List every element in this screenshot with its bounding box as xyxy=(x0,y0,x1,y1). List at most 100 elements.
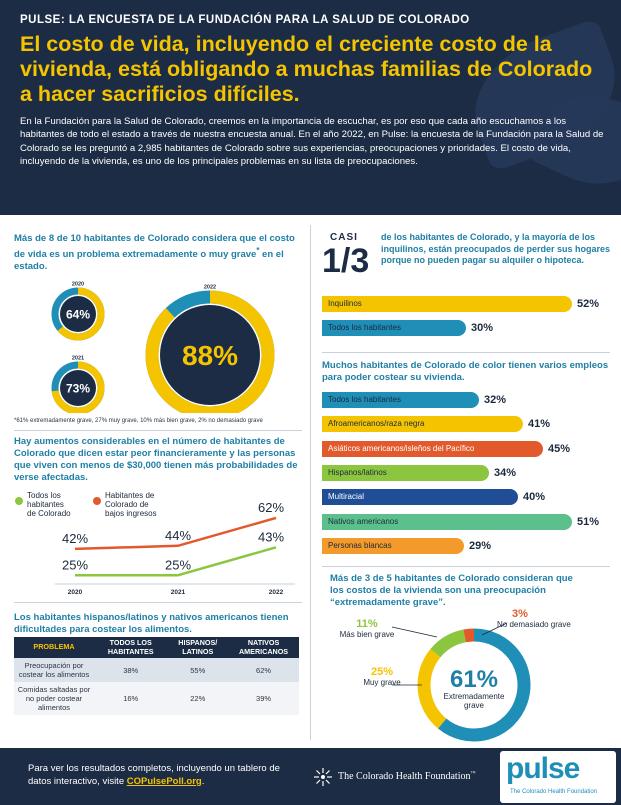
column-divider xyxy=(310,225,311,740)
bar: Todos los habitantes xyxy=(322,392,479,408)
line-low xyxy=(74,516,277,551)
donut-2021: 73% 2021 xyxy=(51,356,105,413)
income-chart: Todos los habitantes de Colorado Habitantes… xyxy=(15,491,295,596)
severity-slice-value: 3% xyxy=(512,608,528,620)
x-tick-label: 2021 xyxy=(171,589,186,596)
food-table: PROBLEMA TODOS LOS HABITANTES HISPANOS/ … xyxy=(14,637,299,715)
line-all xyxy=(75,546,277,577)
pulse-logo-word: pulse xyxy=(506,752,580,785)
footer: Para ver los resultados completos, inclu… xyxy=(0,748,621,805)
data-label-low: 42% xyxy=(62,531,88,546)
food-cell: 16% xyxy=(123,694,139,703)
severity-slice-value: 25% xyxy=(371,666,393,678)
food-cell: 55% xyxy=(190,665,206,675)
severity-main-value: 61% xyxy=(450,666,498,693)
section-rule xyxy=(322,566,610,567)
housing-big-fraction: 1/3 xyxy=(322,242,370,280)
food-header-problem: PROBLEMA xyxy=(33,642,75,652)
bar: Inquilinos xyxy=(322,296,572,312)
severity-leader-line xyxy=(481,622,508,636)
bar-value-label: 29% xyxy=(469,539,492,552)
pulse-logo: pulse The Colorado Health Foundation xyxy=(500,751,616,803)
severity-slice xyxy=(417,648,447,729)
housing-casi: CASI xyxy=(330,232,358,243)
table-row: Comidas saltadas por no poder costear al… xyxy=(14,682,299,715)
data-label-low: 44% xyxy=(165,528,191,543)
bar: Nativos americanos xyxy=(322,513,572,530)
severity-donut: 61%Extremadamente grave 25%Muy grave 11%Más… xyxy=(340,608,571,742)
severity-leader-line xyxy=(391,626,438,638)
severity-slice xyxy=(463,628,475,643)
severity-slice-value: 11% xyxy=(356,618,378,630)
headline: El costo de vida, incluyendo el crecient… xyxy=(20,32,593,106)
foundation-logo-icon xyxy=(312,766,334,788)
food-cell: 62% xyxy=(256,665,272,675)
donut-value-arc xyxy=(145,290,275,413)
data-label-low: 62% xyxy=(258,500,284,515)
legend-swatch-low xyxy=(93,497,101,505)
section-rule xyxy=(14,430,302,431)
donut-center xyxy=(160,305,260,405)
donut-value-arc xyxy=(57,287,105,341)
severity-title: Más de 3 de 5 habitantes de Colorado con… xyxy=(330,573,573,608)
donut-year-label: 2021 xyxy=(72,356,84,362)
donut-2020: 64% 2020 xyxy=(51,282,105,341)
table-row: Preocupación por costear los alimentos 3… xyxy=(14,658,299,682)
food-cell: 38% xyxy=(123,665,139,675)
donut-value-label: 73% xyxy=(66,381,90,395)
x-tick-label: 2022 xyxy=(269,589,284,596)
bar-value-label: 41% xyxy=(528,418,551,431)
bar-value-label: 51% xyxy=(577,515,600,528)
cost-of-living-donuts: 64% 2020 73% 2021 88% 2022 xyxy=(51,282,275,413)
bar: Asiáticos americanos/isleños del Pacífic… xyxy=(322,440,543,457)
copulsepoll-link[interactable]: COPulsePoll.org xyxy=(126,776,202,787)
bar: Hispanos/latinos xyxy=(322,464,489,481)
kicker: PULSE: LA ENCUESTA DE LA FUNDACIÓN PARA … xyxy=(20,14,470,26)
severity-slice xyxy=(430,629,467,658)
bar-value-label: 34% xyxy=(494,466,517,479)
bar-value-label: 30% xyxy=(471,322,494,334)
x-tick-label: 2020 xyxy=(68,589,83,596)
income-title: Hay aumentos considerables en el número … xyxy=(14,436,298,483)
data-label-all: 25% xyxy=(62,557,88,572)
donut-year-label: 2020 xyxy=(72,282,84,288)
cost-of-living-footnote: *61% extremadamente grave, 27% muy grave… xyxy=(14,418,263,424)
legend-swatch-all xyxy=(15,497,23,505)
food-cell: 39% xyxy=(256,694,272,703)
food-title: Los habitantes hispanos/latinos y nativo… xyxy=(14,612,289,635)
donut-center xyxy=(60,296,96,332)
foundation-name: The Colorado Health Foundation™ xyxy=(338,771,476,782)
cost-of-living-title: Más de 8 de 10 habitantes de Colorado co… xyxy=(14,233,295,273)
bar: Afroamericanos/raza negra xyxy=(322,416,523,433)
data-label-all: 43% xyxy=(258,529,284,544)
food-header-native: NATIVOS AMERICANOS xyxy=(238,638,289,656)
jobs-title: Muchos habitantes de Colorado de color t… xyxy=(322,360,609,383)
legend-label-low: Habitantes de Colorado de bajos ingresos xyxy=(105,491,157,518)
food-cell: 22% xyxy=(190,694,206,703)
bar-value-label: 52% xyxy=(577,298,600,310)
food-header-hispanic: HISPANOS/ LATINOS xyxy=(178,638,218,656)
bar-value-label: 40% xyxy=(523,491,546,504)
section-rule xyxy=(322,352,610,353)
donut-year-label: 2022 xyxy=(204,285,216,291)
pulse-logo-sub: The Colorado Health Foundation xyxy=(510,789,598,795)
donut-value-arc xyxy=(51,361,105,413)
food-header-all: TODOS LOS HABITANTES xyxy=(107,638,154,656)
bar: Personas blancas xyxy=(322,537,464,554)
legend-label-all: Todos los habitantes de Colorado xyxy=(27,491,71,518)
bar: Multiracial xyxy=(322,489,518,506)
donut-value-label: 88% xyxy=(182,340,238,371)
severity-slice-label: No demasiado grave xyxy=(497,620,571,629)
footer-text: Para ver los resultados completos, inclu… xyxy=(28,763,280,787)
intro-paragraph: En la Fundación para la Salud de Colorad… xyxy=(20,116,604,168)
bar-value-label: 32% xyxy=(484,394,507,406)
bar-value-label: 45% xyxy=(548,442,571,455)
donut-value-label: 64% xyxy=(66,307,90,321)
donut-2022: 88% 2022 xyxy=(145,285,275,413)
food-cell: Comidas saltadas por no poder costear al… xyxy=(17,685,91,712)
food-cell: Preocupación por costear los alimentos xyxy=(18,661,90,679)
severity-slice-label: Muy grave xyxy=(363,678,401,687)
header: PULSE: LA ENCUESTA DE LA FUNDACIÓN PARA … xyxy=(0,0,621,215)
severity-main-label: Extremadamente grave xyxy=(444,692,505,710)
section-rule xyxy=(14,602,302,603)
